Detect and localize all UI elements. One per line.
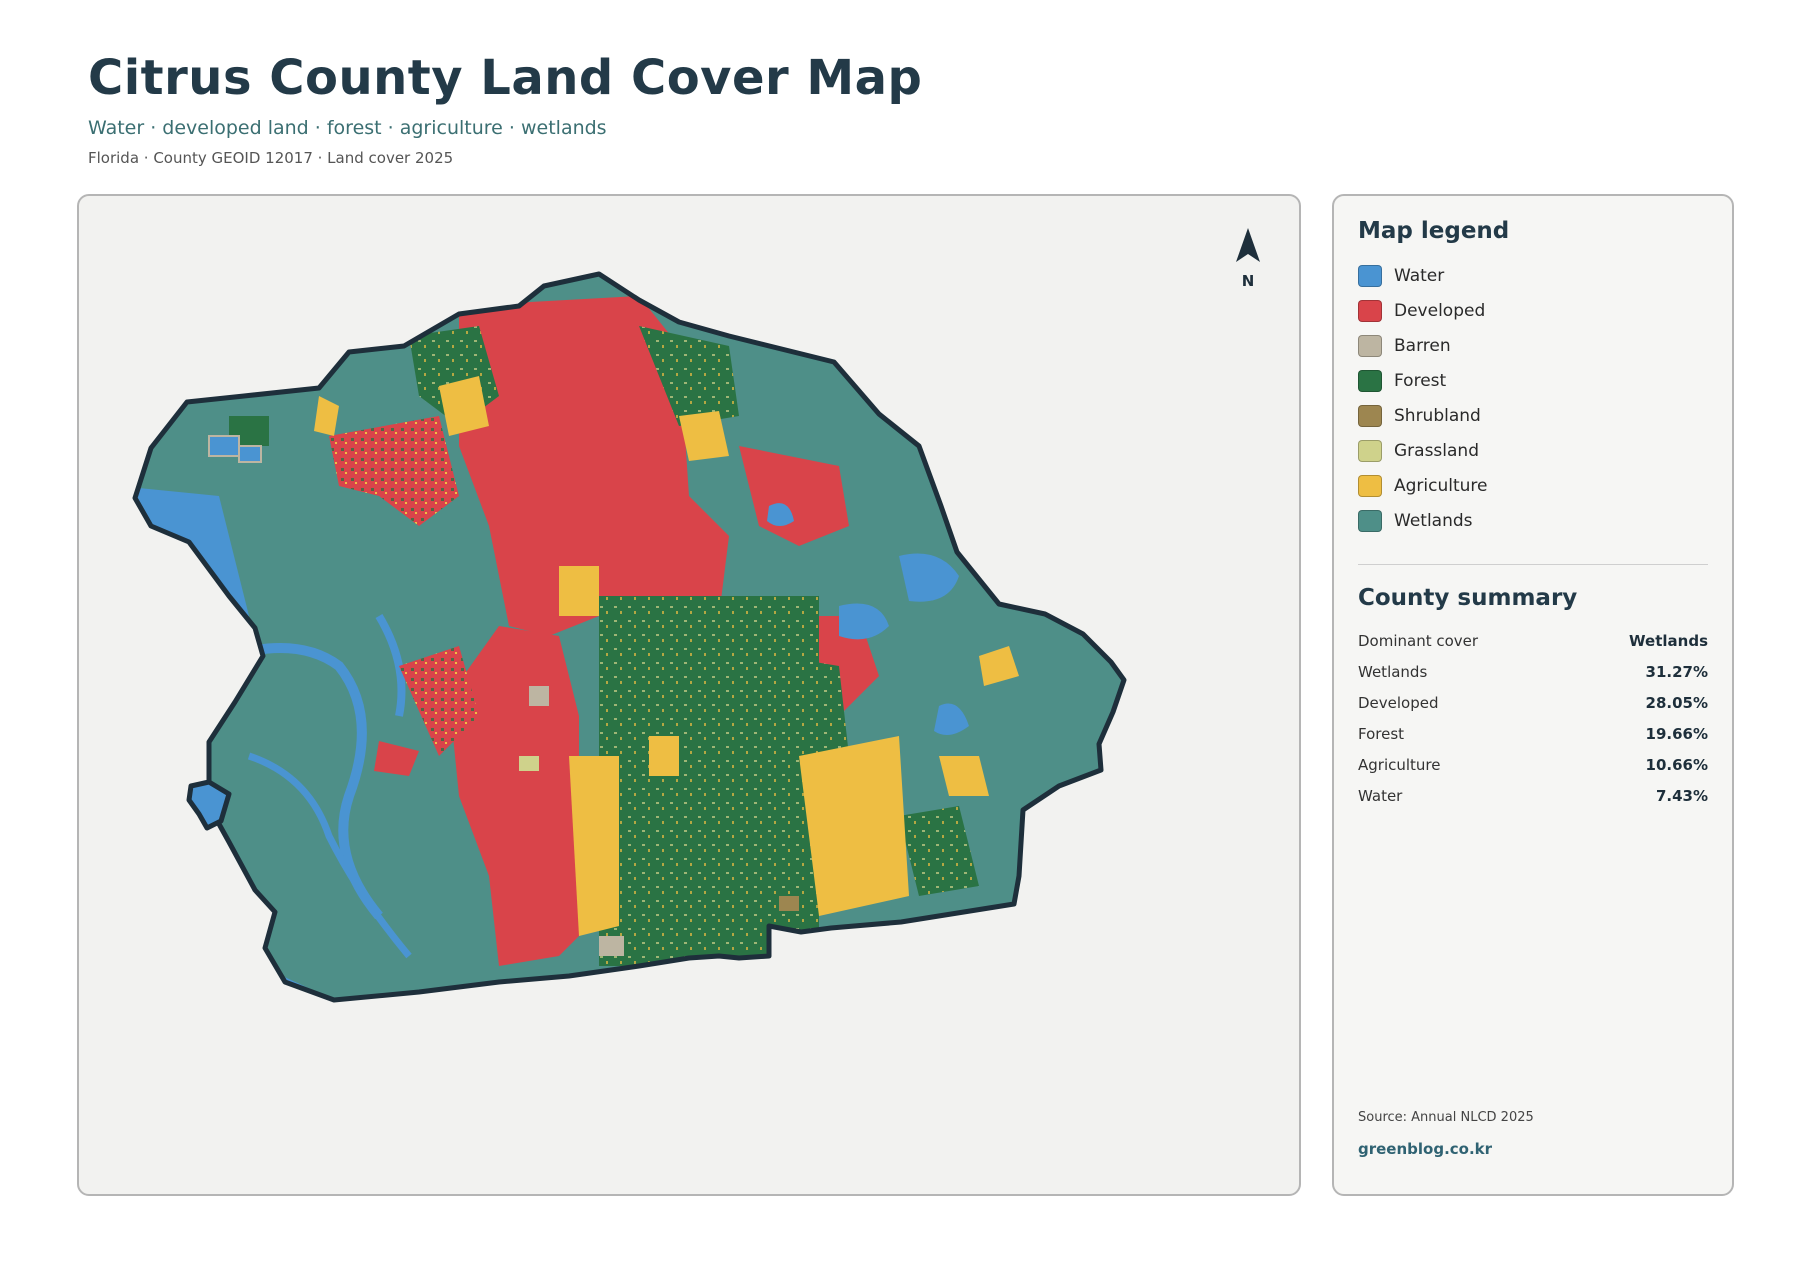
legend-label: Barren xyxy=(1394,335,1451,356)
swatch-icon xyxy=(1358,369,1382,392)
legend-label: Forest xyxy=(1394,370,1447,391)
site-link[interactable]: greenblog.co.kr xyxy=(1358,1140,1493,1158)
summary-key: Forest xyxy=(1358,724,1405,743)
legend-label: Shrubland xyxy=(1394,405,1481,426)
summary-title: County summary xyxy=(1358,585,1578,611)
legend-item-developed: Developed xyxy=(1358,293,1708,328)
swatch-icon xyxy=(1358,474,1382,497)
summary-value: 19.66% xyxy=(1645,724,1708,743)
page-subtitle: Water · developed land · forest · agricu… xyxy=(88,117,607,139)
north-arrow: N xyxy=(1233,226,1263,290)
legend-item-forest: Forest xyxy=(1358,363,1708,398)
page-meta: Florida · County GEOID 12017 · Land cove… xyxy=(88,149,454,167)
land-cover-map[interactable] xyxy=(79,196,1299,1194)
agriculture-area xyxy=(569,756,619,936)
summary-value: 28.05% xyxy=(1645,693,1708,712)
summary-value: Wetlands xyxy=(1629,631,1708,650)
legend-item-grassland: Grassland xyxy=(1358,433,1708,468)
summary-row-forest: Forest 19.66% xyxy=(1358,718,1708,749)
swatch-icon xyxy=(1358,509,1382,532)
summary-key: Agriculture xyxy=(1358,755,1441,774)
lake-area xyxy=(899,553,959,602)
source-note: Source: Annual NLCD 2025 xyxy=(1358,1110,1534,1125)
legend-item-barren: Barren xyxy=(1358,328,1708,363)
panel-divider xyxy=(1358,564,1708,565)
island xyxy=(186,779,232,831)
summary-value: 10.66% xyxy=(1645,755,1708,774)
swatch-icon xyxy=(1358,439,1382,462)
summary-key: Dominant cover xyxy=(1358,631,1479,650)
legend-title: Map legend xyxy=(1358,218,1510,244)
summary-key: Water xyxy=(1358,786,1403,805)
land-cover-raster xyxy=(135,274,1124,1000)
legend-label: Agriculture xyxy=(1394,475,1488,496)
legend-item-agriculture: Agriculture xyxy=(1358,468,1708,503)
legend-item-water: Water xyxy=(1358,258,1708,293)
swatch-icon xyxy=(1358,299,1382,322)
summary-row-dominant: Dominant cover Wetlands xyxy=(1358,625,1708,656)
side-panel: Map legend Water Developed Barren Forest… xyxy=(1332,194,1734,1196)
legend-label: Grassland xyxy=(1394,440,1479,461)
legend-label: Water xyxy=(1394,265,1445,286)
legend-item-wetlands: Wetlands xyxy=(1358,503,1708,538)
swatch-icon xyxy=(1358,264,1382,287)
north-label: N xyxy=(1241,272,1255,290)
legend-item-shrubland: Shrubland xyxy=(1358,398,1708,433)
summary-row-water: Water 7.43% xyxy=(1358,780,1708,811)
summary-key: Wetlands xyxy=(1358,662,1428,681)
summary-table: Dominant cover Wetlands Wetlands 31.27% De… xyxy=(1358,625,1708,811)
summary-row-wetlands: Wetlands 31.27% xyxy=(1358,656,1708,687)
swatch-icon xyxy=(1358,404,1382,427)
north-arrow-icon xyxy=(1236,228,1260,262)
summary-row-developed: Developed 28.05% xyxy=(1358,687,1708,718)
summary-row-agriculture: Agriculture 10.66% xyxy=(1358,749,1708,780)
summary-value: 7.43% xyxy=(1655,786,1708,805)
summary-value: 31.27% xyxy=(1645,662,1708,681)
swatch-icon xyxy=(1358,334,1382,357)
page-title: Citrus County Land Cover Map xyxy=(88,50,923,106)
legend-label: Wetlands xyxy=(1394,510,1473,531)
map-panel: N xyxy=(77,194,1301,1196)
legend-list: Water Developed Barren Forest Shrubland … xyxy=(1358,258,1708,538)
header: Citrus County Land Cover Map Water · dev… xyxy=(88,50,922,168)
summary-key: Developed xyxy=(1358,693,1439,712)
legend-label: Developed xyxy=(1394,300,1486,321)
